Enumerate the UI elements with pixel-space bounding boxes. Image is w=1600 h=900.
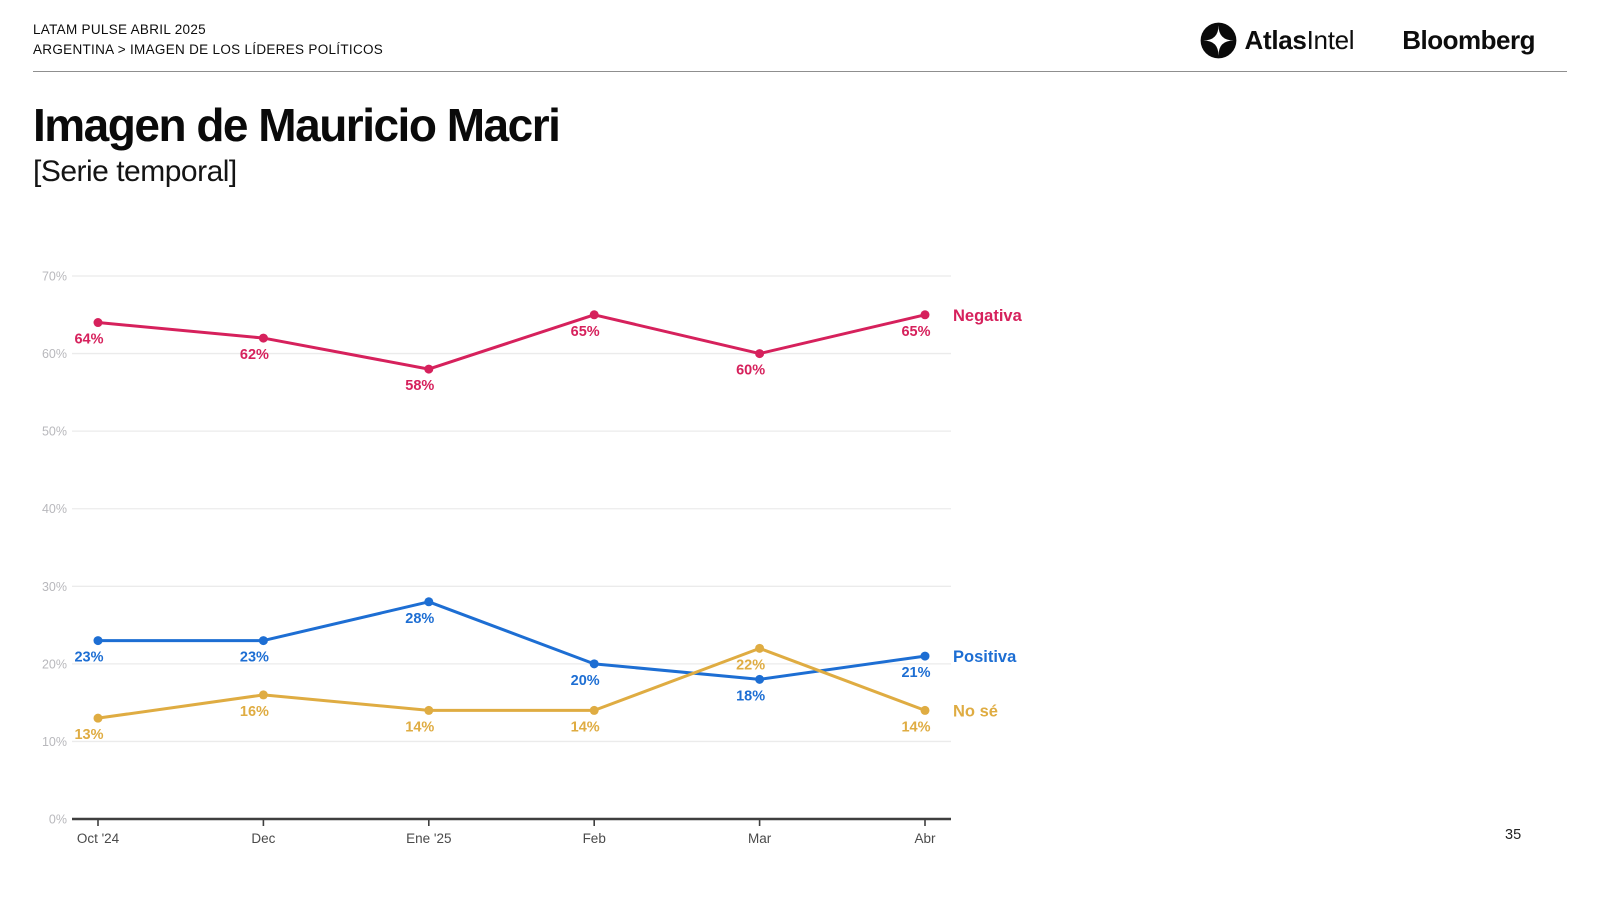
- series-line-negativa: [96, 313, 927, 371]
- data-point-negativa: [93, 318, 103, 328]
- atlasintel-icon: [1200, 22, 1236, 59]
- x-axis-label: Oct '24: [77, 831, 120, 846]
- data-label-positiva: 28%: [405, 611, 434, 627]
- data-label-positiva: 20%: [571, 673, 600, 689]
- data-label-negativa: 58%: [405, 378, 434, 394]
- data-label-positiva: 18%: [736, 688, 765, 704]
- data-point-no-se: [755, 643, 765, 653]
- data-label-no-se: 14%: [405, 719, 434, 735]
- data-label-no-se: 14%: [901, 719, 930, 735]
- series-line-no-se: [96, 646, 927, 720]
- y-axis-tick-label: 40%: [42, 502, 67, 516]
- x-axis-label: Mar: [748, 831, 772, 846]
- page-title: Imagen de Mauricio Macri: [33, 99, 561, 151]
- data-point-positiva: [755, 674, 765, 684]
- legend-label-positiva: Positiva: [953, 648, 1017, 666]
- data-label-negativa: 65%: [571, 324, 600, 340]
- data-point-no-se: [589, 705, 599, 715]
- y-axis-tick-label: 20%: [42, 657, 67, 671]
- data-point-negativa: [920, 310, 930, 320]
- x-axis-label: Feb: [583, 831, 606, 846]
- data-label-no-se: 14%: [571, 719, 600, 735]
- x-axis-label: Ene '25: [406, 831, 451, 846]
- bloomberg-logo: Bloomberg: [1402, 25, 1535, 55]
- x-axis-label: Dec: [251, 831, 275, 846]
- data-label-no-se: 22%: [736, 657, 765, 673]
- header-divider: [33, 71, 1567, 72]
- breadcrumb: ARGENTINA > IMAGEN DE LOS LÍDERES POLÍTI…: [33, 42, 384, 57]
- data-point-positiva: [424, 597, 434, 607]
- data-label-positiva: 23%: [74, 650, 103, 666]
- data-label-positiva: 21%: [901, 665, 930, 681]
- legend-label-no-se: No sé: [953, 702, 998, 720]
- data-label-negativa: 65%: [901, 324, 930, 340]
- report-title: LATAM PULSE ABRIL 2025: [33, 22, 206, 37]
- y-axis-tick-label: 10%: [42, 735, 67, 749]
- y-axis-tick-label: 70%: [42, 270, 67, 284]
- data-point-positiva: [93, 636, 103, 646]
- data-label-no-se: 16%: [240, 704, 269, 720]
- atlasintel-logo: AtlasIntel: [1200, 22, 1355, 59]
- data-point-no-se: [258, 690, 268, 700]
- line-chart: 0% 10% 20% 30% 40% 50% 60% 70% Oct '24 Dec Ene '25…: [42, 270, 1023, 846]
- header: LATAM PULSE ABRIL 2025 ARGENTINA > IMAGE…: [33, 20, 383, 60]
- y-axis-tick-label: 50%: [42, 425, 67, 439]
- data-point-positiva: [920, 651, 930, 661]
- series-line-positiva: [96, 600, 927, 681]
- page-subtitle: [Serie temporal]: [33, 155, 237, 188]
- data-label-negativa: 62%: [240, 347, 269, 363]
- y-axis-tick-label: 0%: [49, 813, 67, 827]
- data-label-no-se: 13%: [74, 727, 103, 743]
- data-point-positiva: [258, 636, 268, 646]
- data-point-negativa: [589, 310, 599, 320]
- data-point-no-se: [93, 713, 103, 723]
- logo-row: AtlasIntel Bloomberg: [1200, 22, 1535, 59]
- data-label-positiva: 23%: [240, 650, 269, 666]
- data-point-no-se: [424, 705, 434, 715]
- y-axis-tick-label: 30%: [42, 580, 67, 594]
- x-axis-label: Abr: [914, 831, 936, 846]
- data-point-negativa: [755, 349, 765, 359]
- legend-label-negativa: Negativa: [953, 307, 1023, 325]
- data-point-negativa: [258, 333, 268, 343]
- data-label-negativa: 64%: [74, 332, 103, 348]
- atlasintel-wordmark: AtlasIntel: [1244, 25, 1355, 55]
- data-label-negativa: 60%: [736, 363, 765, 379]
- data-point-positiva: [589, 659, 599, 669]
- page-number: 35: [1505, 827, 1522, 843]
- y-axis-tick-label: 60%: [42, 347, 67, 361]
- data-point-no-se: [920, 705, 930, 715]
- data-point-negativa: [424, 364, 434, 374]
